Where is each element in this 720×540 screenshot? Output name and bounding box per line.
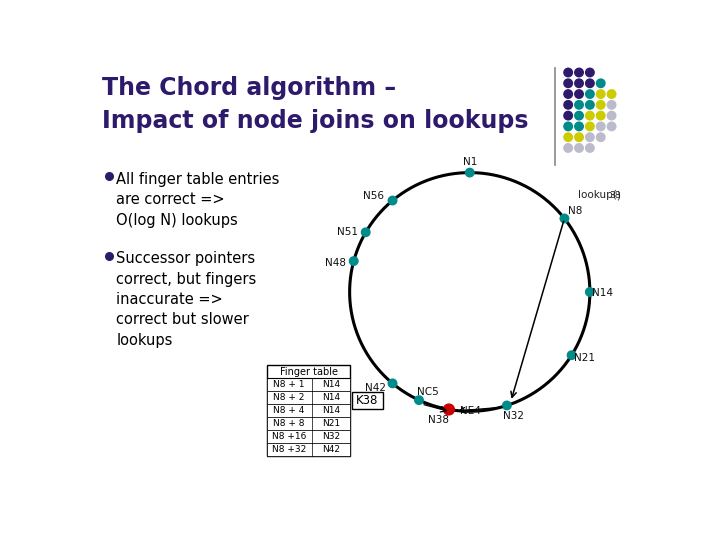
Circle shape — [607, 100, 616, 109]
Circle shape — [585, 68, 594, 77]
Circle shape — [361, 228, 370, 237]
Circle shape — [564, 144, 572, 152]
Circle shape — [596, 111, 605, 120]
Circle shape — [607, 122, 616, 131]
Text: All finger table entries
are correct =>
O(log N) lookups: All finger table entries are correct => … — [117, 172, 280, 228]
Circle shape — [596, 100, 605, 109]
Text: ): ) — [616, 191, 621, 200]
Circle shape — [585, 144, 594, 152]
Circle shape — [564, 111, 572, 120]
FancyBboxPatch shape — [266, 417, 351, 430]
Circle shape — [388, 379, 397, 388]
Circle shape — [585, 79, 594, 87]
Circle shape — [575, 100, 583, 109]
FancyBboxPatch shape — [266, 430, 351, 443]
Text: N8 + 2: N8 + 2 — [274, 393, 305, 402]
Circle shape — [585, 133, 594, 141]
FancyBboxPatch shape — [266, 443, 351, 456]
Circle shape — [564, 100, 572, 109]
Text: Impact of node joins on lookups: Impact of node joins on lookups — [102, 110, 529, 133]
Circle shape — [564, 68, 572, 77]
Circle shape — [564, 79, 572, 87]
Circle shape — [596, 79, 605, 87]
Text: K38: K38 — [356, 394, 379, 407]
FancyBboxPatch shape — [266, 365, 351, 456]
Circle shape — [596, 133, 605, 141]
FancyBboxPatch shape — [266, 404, 351, 417]
Text: N42: N42 — [365, 383, 386, 393]
Circle shape — [575, 144, 583, 152]
Text: N14: N14 — [322, 393, 340, 402]
Text: N8 +32: N8 +32 — [272, 445, 306, 454]
Text: N14: N14 — [322, 406, 340, 415]
Text: N32: N32 — [322, 432, 340, 441]
Text: NC5: NC5 — [418, 387, 439, 397]
Circle shape — [564, 122, 572, 131]
Circle shape — [388, 196, 397, 205]
Text: N8 + 8: N8 + 8 — [274, 419, 305, 428]
Circle shape — [575, 79, 583, 87]
Circle shape — [607, 111, 616, 120]
Circle shape — [415, 396, 423, 404]
Text: N8 +16: N8 +16 — [272, 432, 307, 441]
Circle shape — [349, 257, 358, 265]
Text: Successor pointers
correct, but fingers
inaccurate =>
correct but slower
lookups: Successor pointers correct, but fingers … — [117, 251, 256, 348]
Text: N42: N42 — [322, 445, 340, 454]
FancyBboxPatch shape — [266, 378, 351, 391]
Circle shape — [575, 133, 583, 141]
Circle shape — [444, 404, 454, 415]
Circle shape — [585, 90, 594, 98]
Circle shape — [596, 122, 605, 131]
Text: N8 + 1: N8 + 1 — [274, 380, 305, 389]
Text: N8 + 4: N8 + 4 — [274, 406, 305, 415]
Circle shape — [585, 288, 594, 296]
Circle shape — [560, 214, 569, 222]
Text: N48: N48 — [325, 258, 346, 268]
Circle shape — [575, 111, 583, 120]
Text: N14: N14 — [592, 288, 613, 299]
Text: Finger table: Finger table — [279, 367, 338, 377]
Text: NE4: NE4 — [460, 406, 481, 416]
Text: N38: N38 — [428, 415, 449, 426]
FancyBboxPatch shape — [266, 391, 351, 404]
Text: N1: N1 — [462, 157, 477, 167]
Text: The Chord algorithm –: The Chord algorithm – — [102, 76, 397, 100]
FancyBboxPatch shape — [352, 392, 383, 409]
Text: N14: N14 — [322, 380, 340, 389]
Circle shape — [567, 351, 576, 360]
Circle shape — [585, 122, 594, 131]
Circle shape — [575, 90, 583, 98]
Text: N32: N32 — [503, 411, 523, 421]
Text: N56: N56 — [364, 191, 384, 201]
Circle shape — [466, 168, 474, 177]
Circle shape — [564, 133, 572, 141]
Circle shape — [575, 122, 583, 131]
Text: 38: 38 — [609, 191, 621, 200]
Circle shape — [596, 90, 605, 98]
Circle shape — [503, 401, 511, 410]
Circle shape — [564, 90, 572, 98]
Text: lookup(: lookup( — [578, 191, 617, 200]
Circle shape — [575, 68, 583, 77]
Text: N8: N8 — [568, 206, 582, 216]
Text: N21: N21 — [322, 419, 340, 428]
Circle shape — [585, 111, 594, 120]
Text: N21: N21 — [574, 353, 595, 363]
Circle shape — [607, 90, 616, 98]
Circle shape — [585, 100, 594, 109]
Text: N51: N51 — [337, 227, 358, 237]
